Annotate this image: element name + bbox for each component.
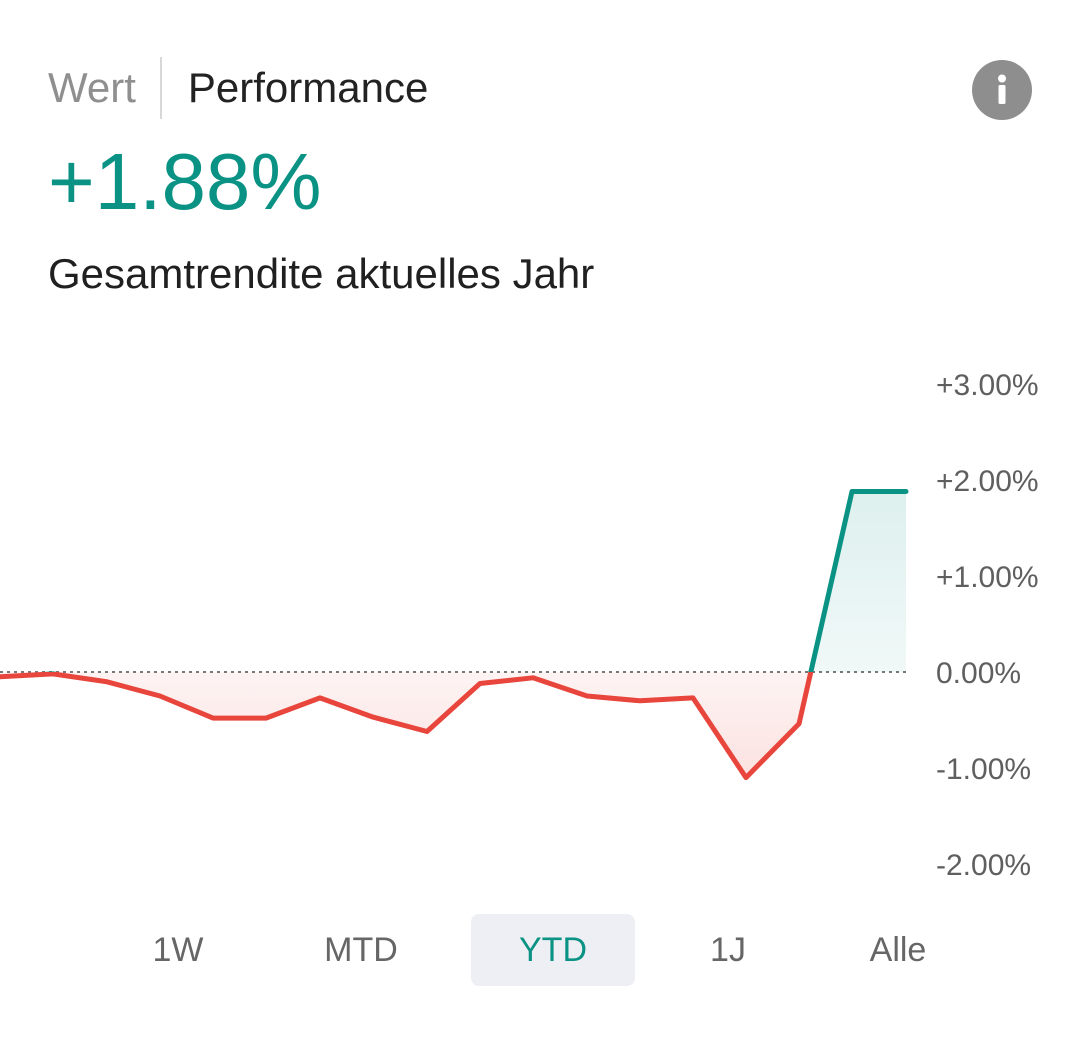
range-button-alle[interactable]: Alle bbox=[869, 931, 927, 969]
info-icon bbox=[998, 74, 1006, 104]
y-tick-label: +2.00% bbox=[936, 465, 1039, 498]
range-button-mtd[interactable]: MTD bbox=[324, 931, 398, 969]
range-button-1j[interactable]: 1J bbox=[710, 931, 746, 969]
performance-chart: +3.00% +2.00% +1.00% 0.00% -1.00% -2.00% bbox=[0, 369, 1039, 882]
y-tick-label: -1.00% bbox=[936, 753, 1031, 786]
y-tick-label: 0.00% bbox=[936, 657, 1021, 690]
tab-performance[interactable]: Performance bbox=[187, 64, 429, 111]
series-line-negative bbox=[0, 672, 814, 781]
y-tick-label: -2.00% bbox=[936, 849, 1031, 882]
view-tabs: Wert Performance bbox=[48, 56, 428, 120]
performance-caption: Gesamtrendite aktuelles Jahr bbox=[48, 250, 595, 297]
performance-value: +1.88% bbox=[48, 137, 322, 226]
time-range-selector: 1W MTD YTD 1J Alle bbox=[0, 914, 1080, 986]
info-button[interactable] bbox=[972, 60, 1032, 120]
tab-divider bbox=[159, 57, 162, 119]
y-tick-label: +3.00% bbox=[936, 369, 1039, 402]
y-tick-label: +1.00% bbox=[936, 561, 1039, 594]
tab-wert[interactable]: Wert bbox=[48, 64, 136, 111]
series-area-negative bbox=[0, 672, 906, 778]
range-button-ytd[interactable]: YTD bbox=[471, 914, 635, 986]
range-button-1w[interactable]: 1W bbox=[152, 931, 204, 969]
